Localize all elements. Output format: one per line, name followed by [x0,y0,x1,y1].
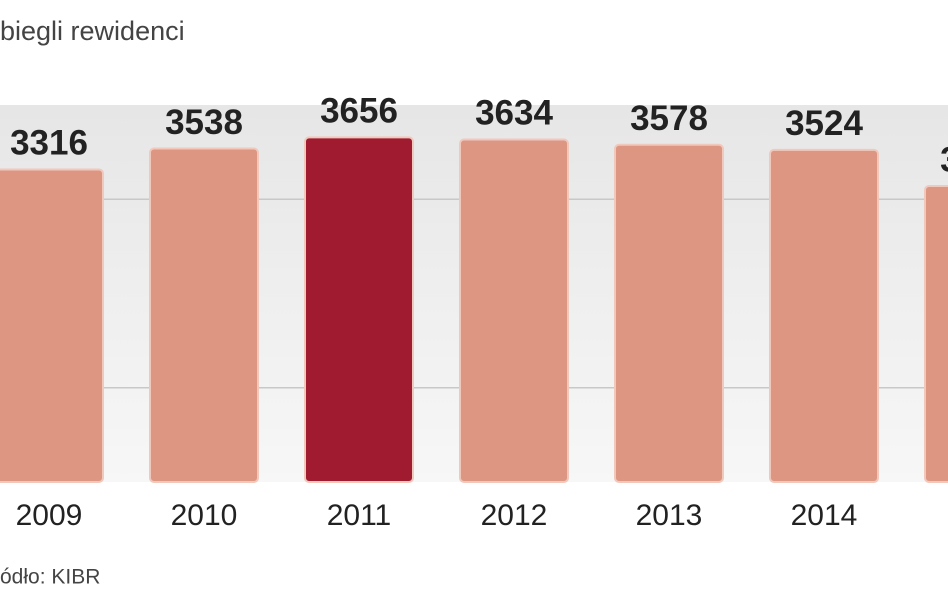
x-tick-label: 2012 [481,499,548,532]
x-tick-label: 2011 [327,499,392,532]
bar [459,138,569,483]
x-tick-label: 2013 [636,499,703,532]
value-label: 3524 [785,104,863,143]
value-label: 3634 [475,94,553,133]
bar [304,136,414,483]
chart-title: biegli rewidenci [0,16,185,46]
bar [769,148,879,483]
value-label: 3316 [10,124,88,163]
value-label: 3140 [940,140,948,179]
x-tick-label: 2014 [791,499,858,532]
bar [614,143,724,483]
x-tick-label: 2010 [171,499,238,532]
bar [149,147,259,484]
value-label: 3656 [320,92,398,131]
value-label: 3578 [630,99,708,138]
value-label: 3538 [165,103,243,142]
bar [924,185,948,483]
bar [0,168,104,483]
x-tick-label: 2009 [16,499,83,532]
source: ódło: KIBR [0,566,100,589]
